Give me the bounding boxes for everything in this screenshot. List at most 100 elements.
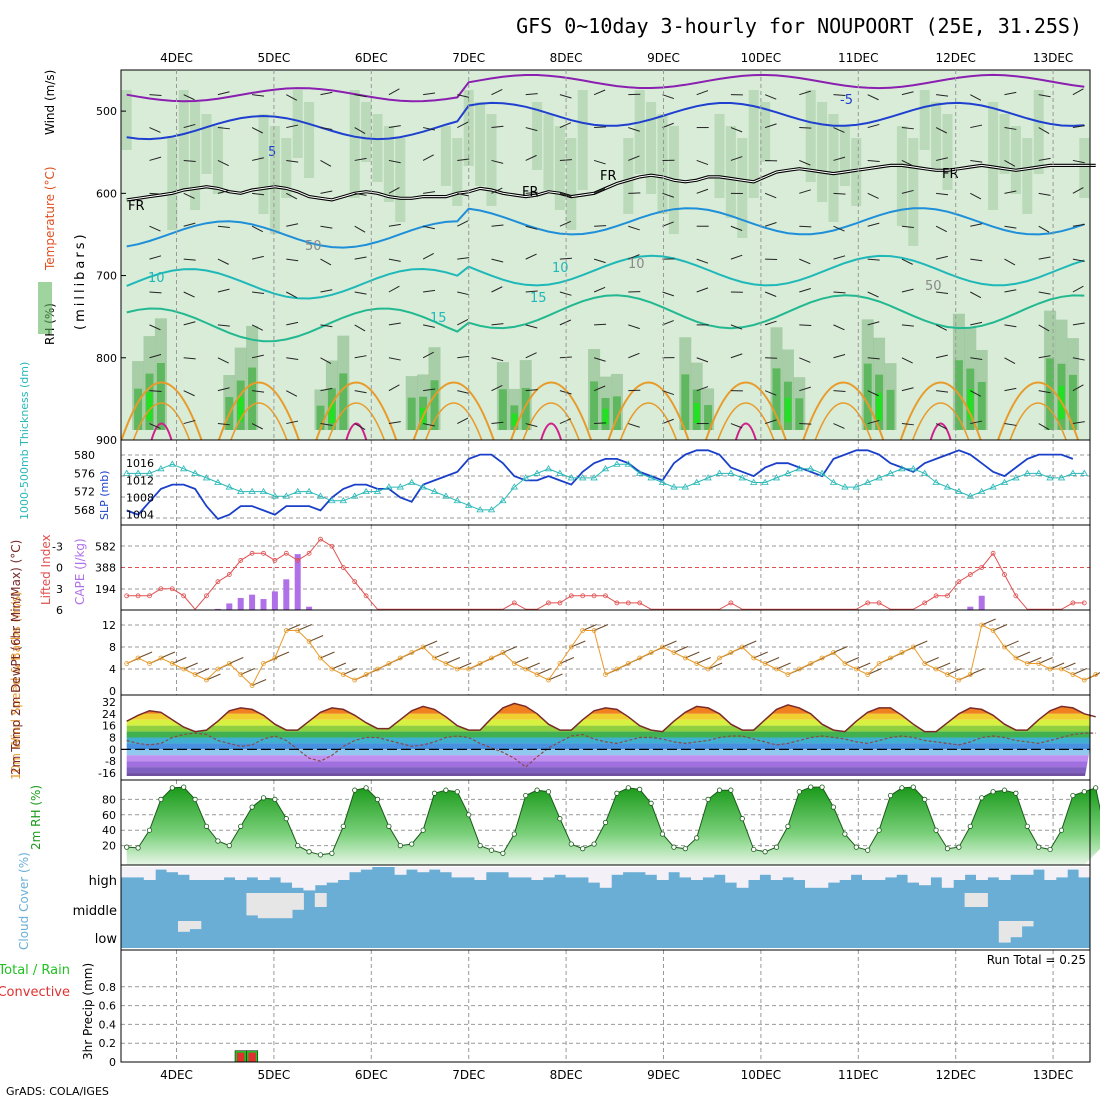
wind-barb <box>867 94 879 101</box>
rh-marker <box>431 790 438 796</box>
wind-barb <box>1072 357 1085 361</box>
cloud-cell <box>919 867 931 886</box>
slp-tick: 1008 <box>126 492 154 505</box>
cloud-cell <box>1044 867 1057 880</box>
wind-barb <box>970 258 983 262</box>
wind10-marker <box>1093 672 1099 677</box>
lifted-marker <box>283 550 289 556</box>
wind10-marker <box>329 666 335 672</box>
cloud-cell <box>976 867 988 880</box>
wind10-marker <box>489 655 494 661</box>
rh-marker <box>1013 790 1019 796</box>
temp-band <box>126 731 1090 738</box>
wind-barb <box>867 123 880 129</box>
lifted-marker <box>603 593 608 599</box>
rh-marker <box>181 784 187 790</box>
wind-barb <box>799 159 811 166</box>
wind-barb <box>935 354 948 359</box>
rh-shade <box>1068 374 1077 430</box>
wind-barb <box>183 291 195 298</box>
wind-barb <box>1072 187 1084 194</box>
thickness-marker <box>122 469 131 476</box>
rh-marker <box>523 792 529 799</box>
cloud-cell <box>645 867 658 875</box>
thickness-marker <box>590 474 598 481</box>
rh-shade <box>896 126 907 226</box>
wind-barb <box>1004 190 1017 194</box>
wind-barb <box>320 423 333 426</box>
thickness-marker <box>704 474 712 481</box>
wind-barb-10m <box>457 662 472 670</box>
wind10-marker <box>568 644 574 650</box>
wind-barb <box>422 253 434 260</box>
wind-barb <box>799 189 811 194</box>
rh-shade <box>511 413 518 426</box>
contour-label: 10 <box>552 261 569 276</box>
wind10-marker <box>625 661 631 666</box>
cloud-cell <box>725 867 738 883</box>
wind10-marker <box>831 650 836 655</box>
wind-barb <box>867 291 879 298</box>
wind-barb <box>183 321 196 326</box>
wind10-marker <box>1013 655 1019 661</box>
thickness-marker <box>1034 469 1043 476</box>
rh-shade <box>212 126 223 194</box>
wind-barb <box>149 353 162 359</box>
rh-shade <box>908 138 919 246</box>
cape-legend: Lifted Index <box>39 534 53 605</box>
wind-barb <box>525 154 537 161</box>
rh-shade <box>828 114 839 222</box>
wind-barb <box>491 159 504 164</box>
warm-contour <box>150 422 173 441</box>
wind-barb <box>1038 157 1051 161</box>
cloud-legend: Cloud Cover (%) <box>17 852 31 950</box>
cloud-cell <box>930 867 943 878</box>
wind-barb <box>628 352 640 359</box>
wind-barb <box>286 192 298 200</box>
wind-barb <box>833 423 845 429</box>
cloud-level-label: middle <box>73 904 117 919</box>
wind10-marker <box>477 661 483 666</box>
wind-barb-10m <box>776 662 791 670</box>
wind10-marker <box>614 666 620 672</box>
cloud-cell <box>497 867 510 873</box>
thickness-marker <box>727 469 735 476</box>
wind-barb <box>217 127 230 130</box>
rh-marker <box>1081 789 1087 795</box>
rh-marker <box>853 844 859 850</box>
wind-barb-10m <box>1027 657 1042 664</box>
wind-barb-10m <box>992 624 1008 631</box>
wind-barb <box>217 324 230 327</box>
wind-barb-10m <box>582 624 597 631</box>
wind-legend-label: 10m Wind Speed & Barbs (m/s) <box>9 591 23 780</box>
wind-barb <box>491 88 503 96</box>
wind-barb <box>1038 192 1051 196</box>
thickness-marker <box>499 496 507 504</box>
cape-tick: 194 <box>95 583 116 596</box>
precip-tick: 0 <box>109 1056 116 1069</box>
cloud-legend-label: Cloud Cover (%) <box>17 852 31 950</box>
wind-barb <box>457 121 469 129</box>
wind10-marker <box>671 650 677 655</box>
wind-barb <box>388 125 401 129</box>
cloud-cell <box>155 867 168 870</box>
wind-barb <box>457 158 470 161</box>
date-label-bottom: 9DEC <box>647 1068 680 1082</box>
warm-contour <box>717 402 775 441</box>
thickness-marker <box>852 483 861 490</box>
wind-barb-10m <box>685 651 700 659</box>
wind-barb <box>252 390 265 393</box>
wind-barb <box>457 291 470 296</box>
wind-barb <box>457 417 469 425</box>
rh-marker <box>785 823 791 829</box>
wind10-marker <box>1036 661 1042 666</box>
wind-barb <box>764 94 777 100</box>
wind-barb <box>149 423 161 429</box>
rh-marker <box>910 784 916 790</box>
rh-marker <box>386 823 392 829</box>
cloud-cell <box>417 867 430 873</box>
wind-barb <box>1038 225 1050 233</box>
cloud-cell <box>143 867 156 880</box>
wind-barb-10m <box>240 668 255 675</box>
wind-barb <box>320 324 333 328</box>
